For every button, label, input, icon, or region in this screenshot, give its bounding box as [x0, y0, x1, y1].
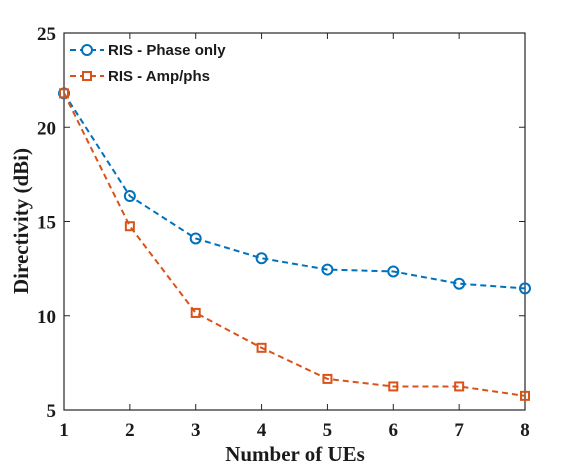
y-tick-label: 5	[47, 401, 57, 422]
series-1-point	[453, 277, 466, 290]
series-2-point	[190, 307, 201, 318]
series-line-1	[63, 92, 526, 290]
x-tick-label: 1	[59, 420, 69, 441]
series-line-2	[63, 92, 526, 397]
legend-label-1: RIS - Phase only	[108, 42, 226, 59]
series-1-point	[189, 232, 202, 245]
series-2-point	[520, 390, 530, 401]
x-tick-label: 8	[520, 420, 530, 441]
x-tick-label: 7	[454, 420, 464, 441]
series-1-point	[255, 252, 268, 265]
series-2-point	[124, 221, 135, 232]
series-1-point	[123, 190, 136, 203]
series-2-point	[256, 342, 267, 353]
x-tick-label: 4	[257, 420, 267, 441]
y-tick-label: 25	[37, 24, 56, 45]
x-tick-label: 2	[125, 420, 135, 441]
series-1-point	[387, 265, 400, 278]
y-tick-label: 15	[37, 213, 56, 234]
x-tick-label: 6	[389, 420, 399, 441]
series-1-point	[321, 263, 334, 276]
x-tick-label: 3	[191, 420, 201, 441]
series-2-point	[454, 381, 465, 392]
x-axis-label: Number of UEs	[225, 442, 365, 464]
series-2-point	[59, 88, 69, 99]
y-axis-label: Directivity (dBi)	[9, 148, 33, 294]
y-tick-label: 10	[37, 307, 56, 328]
series-1-point	[519, 282, 531, 295]
legend-marker-1	[81, 44, 93, 56]
y-tick-label: 20	[37, 118, 56, 139]
legend-marker-2	[82, 71, 92, 81]
legend-label-2: RIS - Amp/phs	[108, 68, 210, 85]
x-tick-label: 5	[323, 420, 333, 441]
series-2-point	[388, 381, 399, 392]
series-2-point	[322, 373, 333, 384]
